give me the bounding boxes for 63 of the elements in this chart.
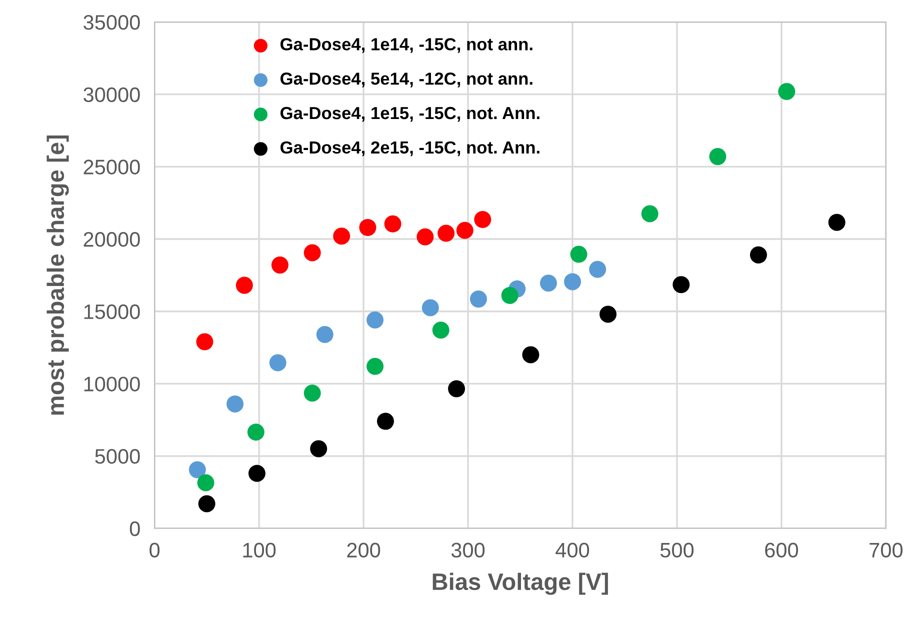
y-tick-label: 0 (130, 521, 140, 536)
point (589, 260, 606, 278)
point (304, 384, 321, 402)
x-tick-label: 300 (451, 542, 485, 558)
x-tick-label: 600 (765, 542, 798, 558)
y-tick-label: 30000 (84, 87, 140, 102)
point (778, 82, 796, 100)
point (384, 215, 402, 232)
point (456, 222, 474, 239)
x-tick-label: 100 (243, 542, 276, 558)
y-tick-label: 10000 (84, 376, 140, 392)
point (750, 246, 767, 264)
point (422, 299, 439, 316)
point (236, 276, 253, 294)
x-tick-label: 500 (660, 542, 694, 558)
x-tick-label: 400 (556, 542, 590, 558)
point (316, 326, 334, 344)
point (197, 474, 214, 492)
point (470, 290, 487, 308)
point (416, 228, 434, 246)
point (366, 312, 384, 329)
point (709, 148, 726, 166)
point (600, 306, 617, 323)
legend-label: Ga-Dose4, 1e15, -15C, not. Ann. (280, 106, 540, 122)
point (540, 274, 557, 292)
legend-label: Ga-Dose4, 1e14, -15C, not ann. (280, 38, 532, 53)
point (198, 495, 216, 512)
point (564, 273, 582, 290)
point (522, 346, 540, 364)
point (366, 358, 384, 375)
x-axis-title: Bias Voltage [V] (432, 572, 608, 595)
x-tick-label: 200 (347, 542, 380, 558)
point (304, 244, 321, 262)
legend-label: Ga-Dose4, 2e15, -15C, not. Ann. (280, 141, 540, 156)
point (641, 205, 658, 222)
point (333, 228, 350, 245)
point (248, 464, 266, 482)
point (310, 440, 328, 458)
y-tick-label: 25000 (84, 160, 140, 174)
y-tick-label: 20000 (84, 232, 140, 247)
point (828, 214, 846, 231)
point (672, 276, 690, 294)
legend-label: Ga-Dose4, 5e14, -12C, not ann. (280, 72, 532, 88)
point (359, 218, 376, 236)
point (474, 210, 492, 228)
point (376, 412, 394, 430)
x-tick-label: 700 (870, 542, 903, 558)
y-axis-title: most probable charge [e] (46, 135, 69, 415)
point (247, 424, 264, 441)
point (196, 333, 214, 350)
y-tick-label: 15000 (84, 304, 140, 320)
point (448, 380, 466, 398)
x-tick-label: 0 (150, 542, 160, 558)
y-tick-label: 35000 (84, 15, 140, 30)
point (269, 354, 286, 372)
point (271, 256, 288, 274)
point (501, 286, 518, 304)
y-tick-label: 5000 (95, 449, 140, 464)
point (226, 395, 244, 412)
point (432, 322, 450, 339)
point (188, 461, 206, 478)
point (570, 246, 588, 263)
point (438, 224, 455, 242)
